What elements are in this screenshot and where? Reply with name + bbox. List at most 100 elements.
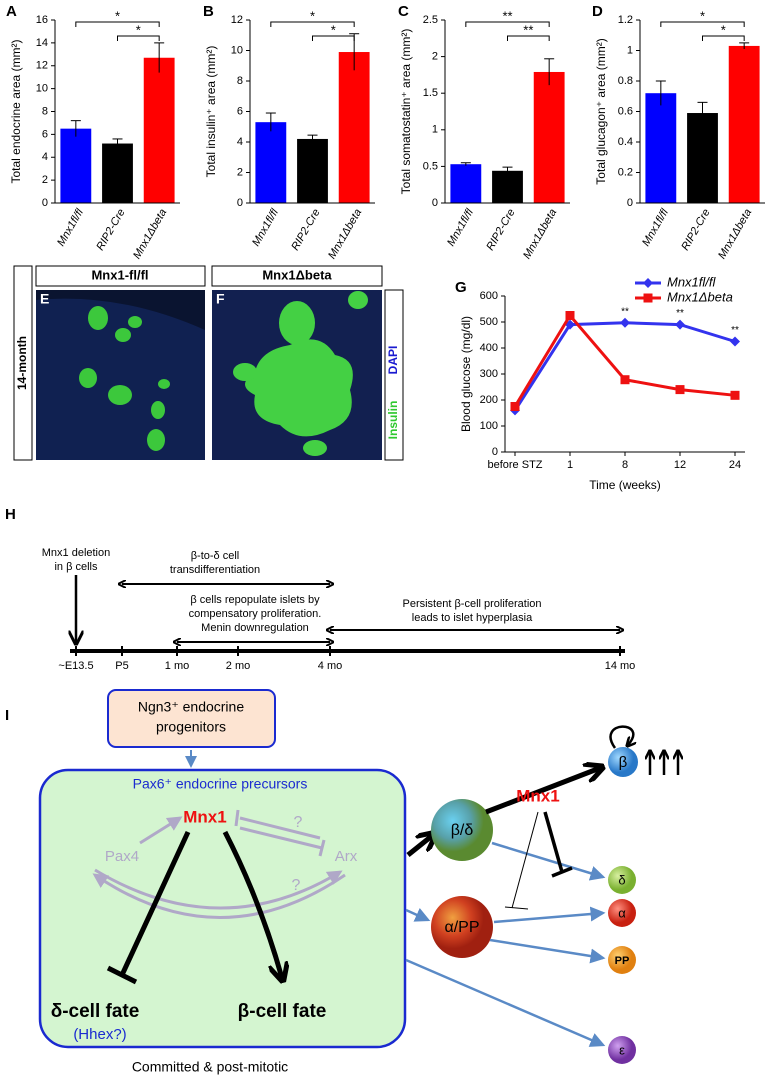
y-tick-label: 400 [480, 342, 498, 354]
panel-letter: D [592, 3, 603, 20]
significance-label: * [310, 8, 315, 23]
arrow [139, 816, 183, 845]
arc [92, 873, 346, 919]
y-tick-label: 1 [627, 44, 633, 56]
panel-letter: F [216, 291, 225, 307]
arrow [491, 841, 606, 881]
y-tick-label: 0 [627, 197, 633, 209]
bar [728, 45, 760, 203]
self-renewal [609, 725, 634, 748]
arrow [405, 907, 431, 922]
x-tick-label: Mnx1fl/fl [250, 206, 281, 248]
x-tick-label: 12 [674, 459, 686, 471]
tissue [36, 298, 205, 460]
annotation: ** [621, 306, 629, 317]
y-axis-label: Total insulin⁺ area (mm²) [204, 46, 218, 178]
y-tick-label: 1 [432, 124, 438, 136]
y-axis-label: Total somatostatin⁺ area (mm²) [399, 29, 413, 195]
panel-title: Mnx1Δbeta [262, 267, 332, 282]
cell [431, 799, 493, 861]
y-tick-label: 8 [237, 75, 243, 87]
event-label: β-to-δ cell [191, 550, 240, 562]
marker [620, 375, 630, 385]
significance-bracket [117, 35, 160, 41]
y-tick-label: 0.6 [618, 105, 633, 117]
significance-bracket [465, 21, 550, 27]
progenitor-label: progenitors [156, 719, 226, 735]
pax4-label: Pax4 [105, 848, 139, 865]
islets [233, 291, 368, 456]
panel-letter: I [5, 707, 9, 724]
significance-bracket [660, 21, 745, 27]
y-tick-label: 12 [36, 60, 48, 72]
event-label: β cells repopulate islets by [190, 594, 320, 606]
cell [608, 946, 636, 974]
panel-letter: B [203, 3, 214, 20]
bar [143, 57, 175, 204]
panel-title: Mnx1-fl/fl [91, 267, 148, 282]
y-axis-label: Total endocrine area (mm²) [9, 39, 23, 183]
bar [492, 170, 523, 203]
hhex-label: (Hhex?) [73, 1026, 126, 1043]
cell-label: ε [619, 1042, 625, 1057]
significance-bracket [75, 21, 160, 27]
inhibition [119, 830, 191, 977]
significance-label: * [331, 22, 336, 37]
x-tick-label: 1 [567, 459, 573, 471]
cell-label: α/PP [444, 919, 479, 936]
inhibition-bar [106, 965, 138, 985]
timeline-label: ~E13.5 [58, 660, 93, 672]
x-tick-label: Mnx1Δbeta [521, 207, 559, 261]
y-tick-label: 0 [237, 197, 243, 209]
panel-header [35, 265, 206, 287]
significance-bracket [702, 35, 745, 41]
panel-letter: A [6, 3, 17, 20]
age-label: 14-month [15, 336, 29, 390]
panel-letter: C [398, 3, 409, 20]
progenitor-box [107, 689, 276, 748]
x-axis-label: Time (weeks) [589, 478, 661, 492]
bar [255, 122, 287, 203]
cell-label: δ [618, 872, 625, 887]
y-tick-label: 0 [432, 197, 438, 209]
event-label: compensatory proliferation. [189, 608, 322, 620]
significance-bracket [312, 35, 355, 41]
bar [533, 71, 565, 203]
marker [730, 336, 740, 347]
y-tick-label: 600 [480, 290, 498, 302]
y-tick-label: 4 [42, 151, 48, 163]
x-tick-label: 8 [622, 459, 628, 471]
y-tick-label: 8 [42, 105, 48, 117]
y-tick-label: 0.4 [618, 136, 633, 148]
timeline: H ~E13.5 P5 1 mo 2 mo 4 mo 14 mo Mnx1 deletion… [5, 506, 635, 672]
inhibition [543, 811, 564, 873]
marker [675, 319, 685, 330]
diagram: I Ngn3⁺ endocrine progenitors Pax6⁺ endo… [5, 689, 678, 1075]
cell [608, 866, 636, 894]
marker [565, 311, 575, 320]
arrow [406, 835, 433, 857]
y-tick-label: 100 [480, 420, 498, 432]
inhibition-bar [318, 839, 326, 857]
cell [608, 747, 638, 777]
y-tick-label: 1.5 [423, 87, 438, 99]
stain-label: DAPI [386, 346, 400, 375]
unknown-label: ? [292, 877, 301, 894]
marker [643, 278, 653, 288]
x-tick-label: RIP2-Cre [679, 207, 712, 253]
islets [79, 306, 170, 451]
fate-label: δ-cell fate [51, 1001, 140, 1022]
cell-label: α [618, 905, 626, 920]
x-tick-label: Mnx1fl/fl [445, 206, 476, 248]
timeline-label: 2 mo [226, 660, 250, 672]
panel-letter: H [5, 506, 16, 523]
bar [102, 143, 133, 203]
bar [450, 164, 482, 203]
significance-label: * [136, 22, 141, 37]
age-box [13, 265, 33, 461]
significance-label: * [700, 8, 705, 23]
unknown-label: ? [294, 814, 303, 831]
cell [608, 899, 636, 927]
y-tick-label: 6 [42, 128, 48, 140]
